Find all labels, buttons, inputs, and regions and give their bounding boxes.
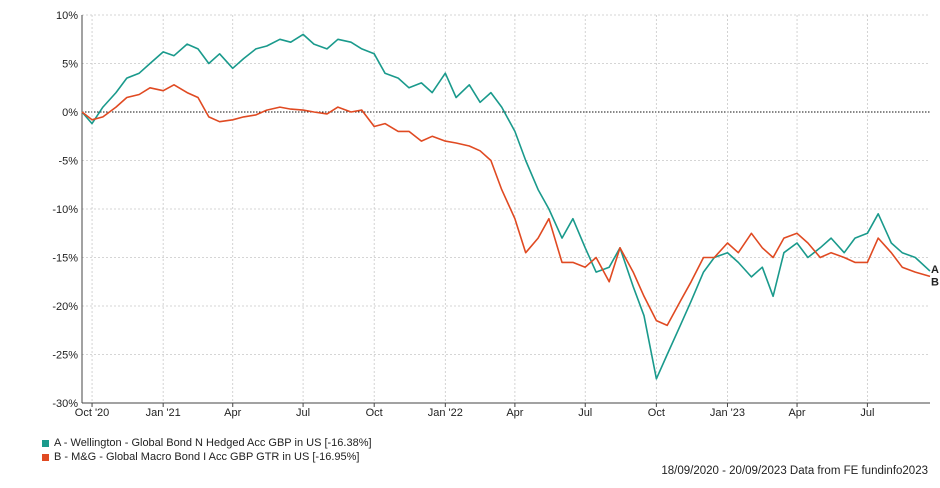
y-tick-label: -20%: [52, 301, 78, 313]
y-tick-label: -10%: [52, 204, 78, 216]
series-end-label-a: A: [931, 264, 939, 276]
series-line-b: [81, 84, 931, 327]
chart-svg: 10% 5% 0% -5% -10% -15% -20% -25% -30%Oct '20 Jan…: [52, 10, 939, 419]
x-tick-label: Oct: [648, 407, 665, 419]
x-tick-label: Apr: [788, 407, 805, 419]
x-tick-label: Oct '20: [75, 407, 110, 419]
legend-item-b: B - M&G - Global Macro Bond I Acc GBP GT…: [42, 450, 372, 464]
x-tick-label: Jan '21: [146, 407, 181, 419]
legend-item-a: A - Wellington - Global Bond N Hedged Ac…: [42, 436, 372, 450]
x-tick-label: Jul: [860, 407, 874, 419]
y-tick-label: -15%: [52, 253, 78, 265]
legend-swatch-a: [42, 439, 49, 447]
legend-label-a: A - Wellington - Global Bond N Hedged Ac…: [54, 437, 372, 449]
legend-swatch-b: [42, 453, 49, 461]
x-tick-label: Jul: [578, 407, 592, 419]
grid-layer: [82, 14, 930, 404]
y-tick-label: 0%: [62, 107, 78, 119]
y-tick-label: -30%: [52, 398, 78, 410]
legend-label-b: B - M&G - Global Macro Bond I Acc GBP GT…: [54, 451, 360, 463]
y-tick-label: 10%: [56, 10, 78, 22]
x-tick-label: Apr: [224, 407, 241, 419]
y-tick-label: 5%: [62, 59, 78, 71]
series-layer: [81, 33, 931, 380]
x-tick-label: Jan '23: [710, 407, 745, 419]
footer-source: 18/09/2020 - 20/09/2023 Data from FE fun…: [661, 465, 928, 477]
y-tick-label: -25%: [52, 350, 78, 362]
y-tick-label: -5%: [58, 156, 78, 168]
x-tick-label: Apr: [506, 407, 523, 419]
x-tick-label: Jan '22: [428, 407, 463, 419]
legend: A - Wellington - Global Bond N Hedged Ac…: [42, 436, 372, 464]
label-layer: AB: [931, 264, 939, 288]
x-tick-label: Jul: [296, 407, 310, 419]
series-end-label-b: B: [931, 276, 939, 288]
x-tick-label: Oct: [366, 407, 383, 419]
series-line-a: [81, 33, 931, 380]
axis-layer: 10% 5% 0% -5% -10% -15% -20% -25% -30%Oct '20 Jan…: [52, 10, 930, 419]
